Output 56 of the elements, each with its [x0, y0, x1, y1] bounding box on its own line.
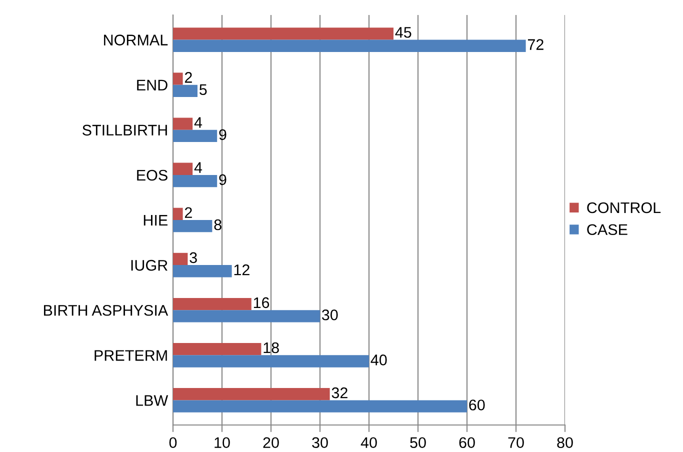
- bar: [173, 388, 330, 400]
- bar: [173, 130, 218, 142]
- bar: [173, 310, 320, 322]
- data-label: 12: [234, 264, 250, 276]
- data-label: 16: [254, 297, 270, 308]
- bar: [173, 298, 252, 310]
- data-label: 72: [528, 39, 544, 50]
- data-label: 3: [190, 252, 197, 264]
- data-label: 9: [219, 174, 226, 186]
- bar: [173, 28, 394, 40]
- x-tick-label: 70: [508, 437, 524, 448]
- x-tick-label: 10: [214, 437, 230, 448]
- bar: [173, 252, 188, 266]
- bar: [173, 118, 193, 130]
- data-label: 8: [214, 219, 222, 230]
- bar: [173, 40, 526, 52]
- data-label: 18: [264, 342, 279, 354]
- legend-label: CONTROL: [587, 202, 661, 214]
- y-tick-label: LBW: [136, 395, 168, 406]
- x-tick-label: 40: [360, 437, 377, 448]
- y-tick-label: PRETERM: [94, 350, 167, 361]
- data-label: 9: [219, 129, 226, 140]
- data-label: 2: [184, 207, 192, 218]
- y-tick-label: BIRTH ASPHYSIA: [44, 304, 168, 316]
- bar: [173, 355, 369, 368]
- y-tick-label: NORMAL: [104, 34, 168, 46]
- data-label: 60: [469, 400, 485, 410]
- data-label: 4: [194, 162, 202, 173]
- data-label: 45: [395, 27, 412, 38]
- bar: [173, 208, 183, 220]
- x-tick-label: 20: [263, 437, 279, 448]
- data-label: 30: [322, 309, 338, 320]
- data-label: 32: [332, 387, 348, 398]
- y-tick-label: HIE: [144, 215, 168, 226]
- x-tick-label: 30: [312, 437, 328, 448]
- y-tick-label: EOS: [137, 170, 168, 181]
- bar: [173, 265, 232, 278]
- data-label: 2: [184, 72, 192, 83]
- bar: [173, 162, 193, 175]
- x-tick-label: 50: [410, 437, 426, 448]
- bar: [173, 72, 183, 85]
- y-tick-label: STILLBIRTH: [82, 124, 167, 136]
- bar: [173, 174, 218, 188]
- bar: [173, 84, 198, 97]
- data-label: 5: [200, 84, 207, 96]
- data-label: 40: [370, 354, 387, 366]
- y-tick-label: IUGR: [131, 260, 168, 271]
- legend-label: CASE: [587, 224, 628, 236]
- data-label: 4: [194, 117, 202, 128]
- bar: [173, 400, 467, 412]
- y-tick-label: END: [137, 80, 168, 90]
- x-tick-label: 60: [459, 437, 475, 448]
- x-tick-label: 0: [169, 437, 177, 448]
- bar: [173, 343, 262, 356]
- x-tick-label: 80: [557, 437, 573, 448]
- bar: [173, 220, 212, 232]
